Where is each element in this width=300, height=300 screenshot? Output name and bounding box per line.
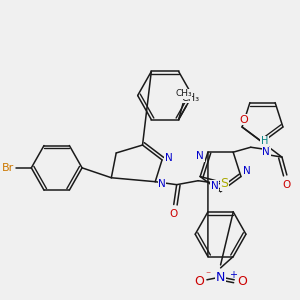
Text: N: N [243, 166, 251, 176]
Text: N: N [196, 151, 204, 161]
Text: N: N [216, 271, 225, 284]
Text: O: O [237, 275, 247, 288]
Text: H: H [261, 136, 268, 146]
Text: S: S [220, 177, 229, 190]
Text: N: N [262, 147, 270, 157]
Text: N: N [165, 153, 173, 163]
Text: N: N [211, 181, 219, 191]
Text: Br: Br [2, 163, 14, 173]
Text: O: O [283, 180, 291, 190]
Text: N: N [158, 179, 166, 189]
Text: +: + [229, 270, 237, 280]
Text: CH₃: CH₃ [181, 93, 200, 103]
Text: O: O [169, 209, 178, 219]
Text: O: O [240, 115, 248, 125]
Text: ⁻: ⁻ [205, 270, 211, 280]
Text: O: O [194, 275, 204, 288]
Text: CH₃: CH₃ [175, 89, 192, 98]
